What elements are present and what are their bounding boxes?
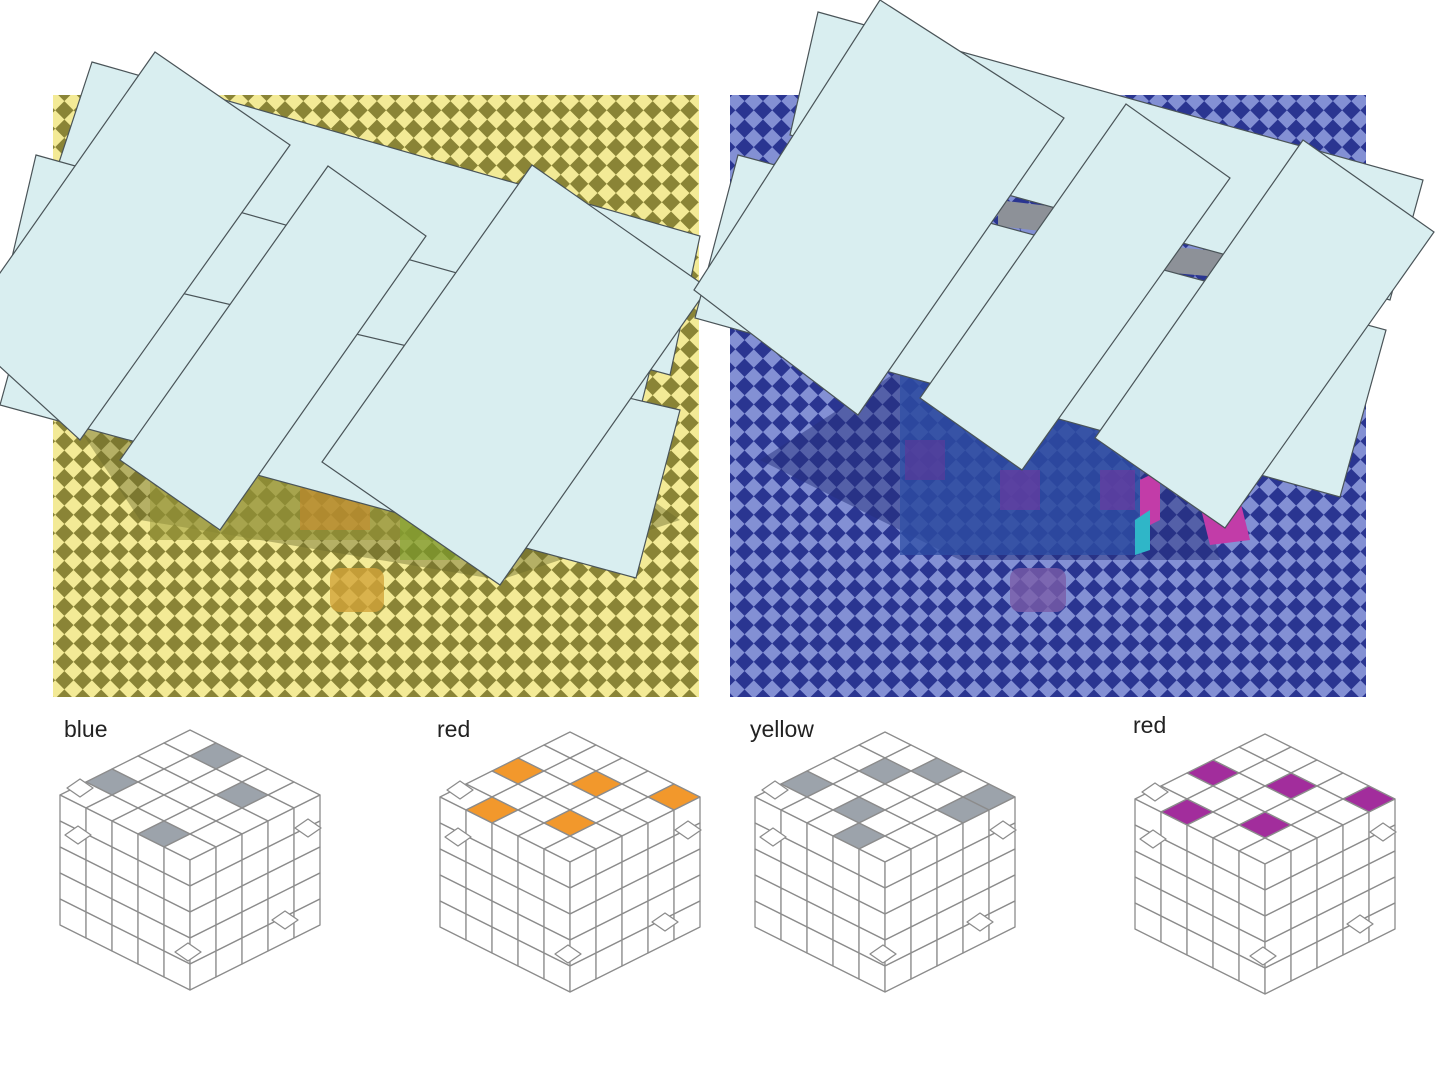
cube-cell	[293, 898, 321, 939]
loose-piece	[1249, 946, 1277, 966]
overlay-cards-right	[693, 0, 1435, 529]
loose-piece	[66, 778, 94, 798]
loose-piece	[294, 818, 322, 838]
caption-yellow: yellow	[750, 716, 814, 742]
caption-blue: blue	[64, 716, 108, 742]
loose-piece	[1346, 914, 1374, 934]
loose-piece	[761, 780, 789, 800]
caption-red: red	[437, 716, 471, 742]
loose-piece	[674, 820, 702, 840]
loose-piece	[759, 827, 787, 847]
loose-piece	[1139, 829, 1167, 849]
loose-piece	[174, 942, 202, 962]
loose-piece	[64, 825, 92, 845]
loose-piece	[446, 780, 474, 800]
cube-cell	[988, 900, 1016, 941]
caption-red-2: red	[1133, 712, 1167, 738]
overlay-cards-left	[0, 51, 709, 586]
cube-cell	[673, 900, 701, 941]
loose-piece	[554, 944, 582, 964]
cube-cell	[1368, 902, 1396, 943]
loose-piece	[966, 912, 994, 932]
loose-piece	[651, 912, 679, 932]
loose-piece	[1369, 822, 1397, 842]
loose-piece	[989, 820, 1017, 840]
loose-piece	[271, 910, 299, 930]
loose-piece	[869, 944, 897, 964]
loose-piece	[444, 827, 472, 847]
cube-diagrams	[59, 729, 1397, 995]
loose-piece	[1141, 782, 1169, 802]
